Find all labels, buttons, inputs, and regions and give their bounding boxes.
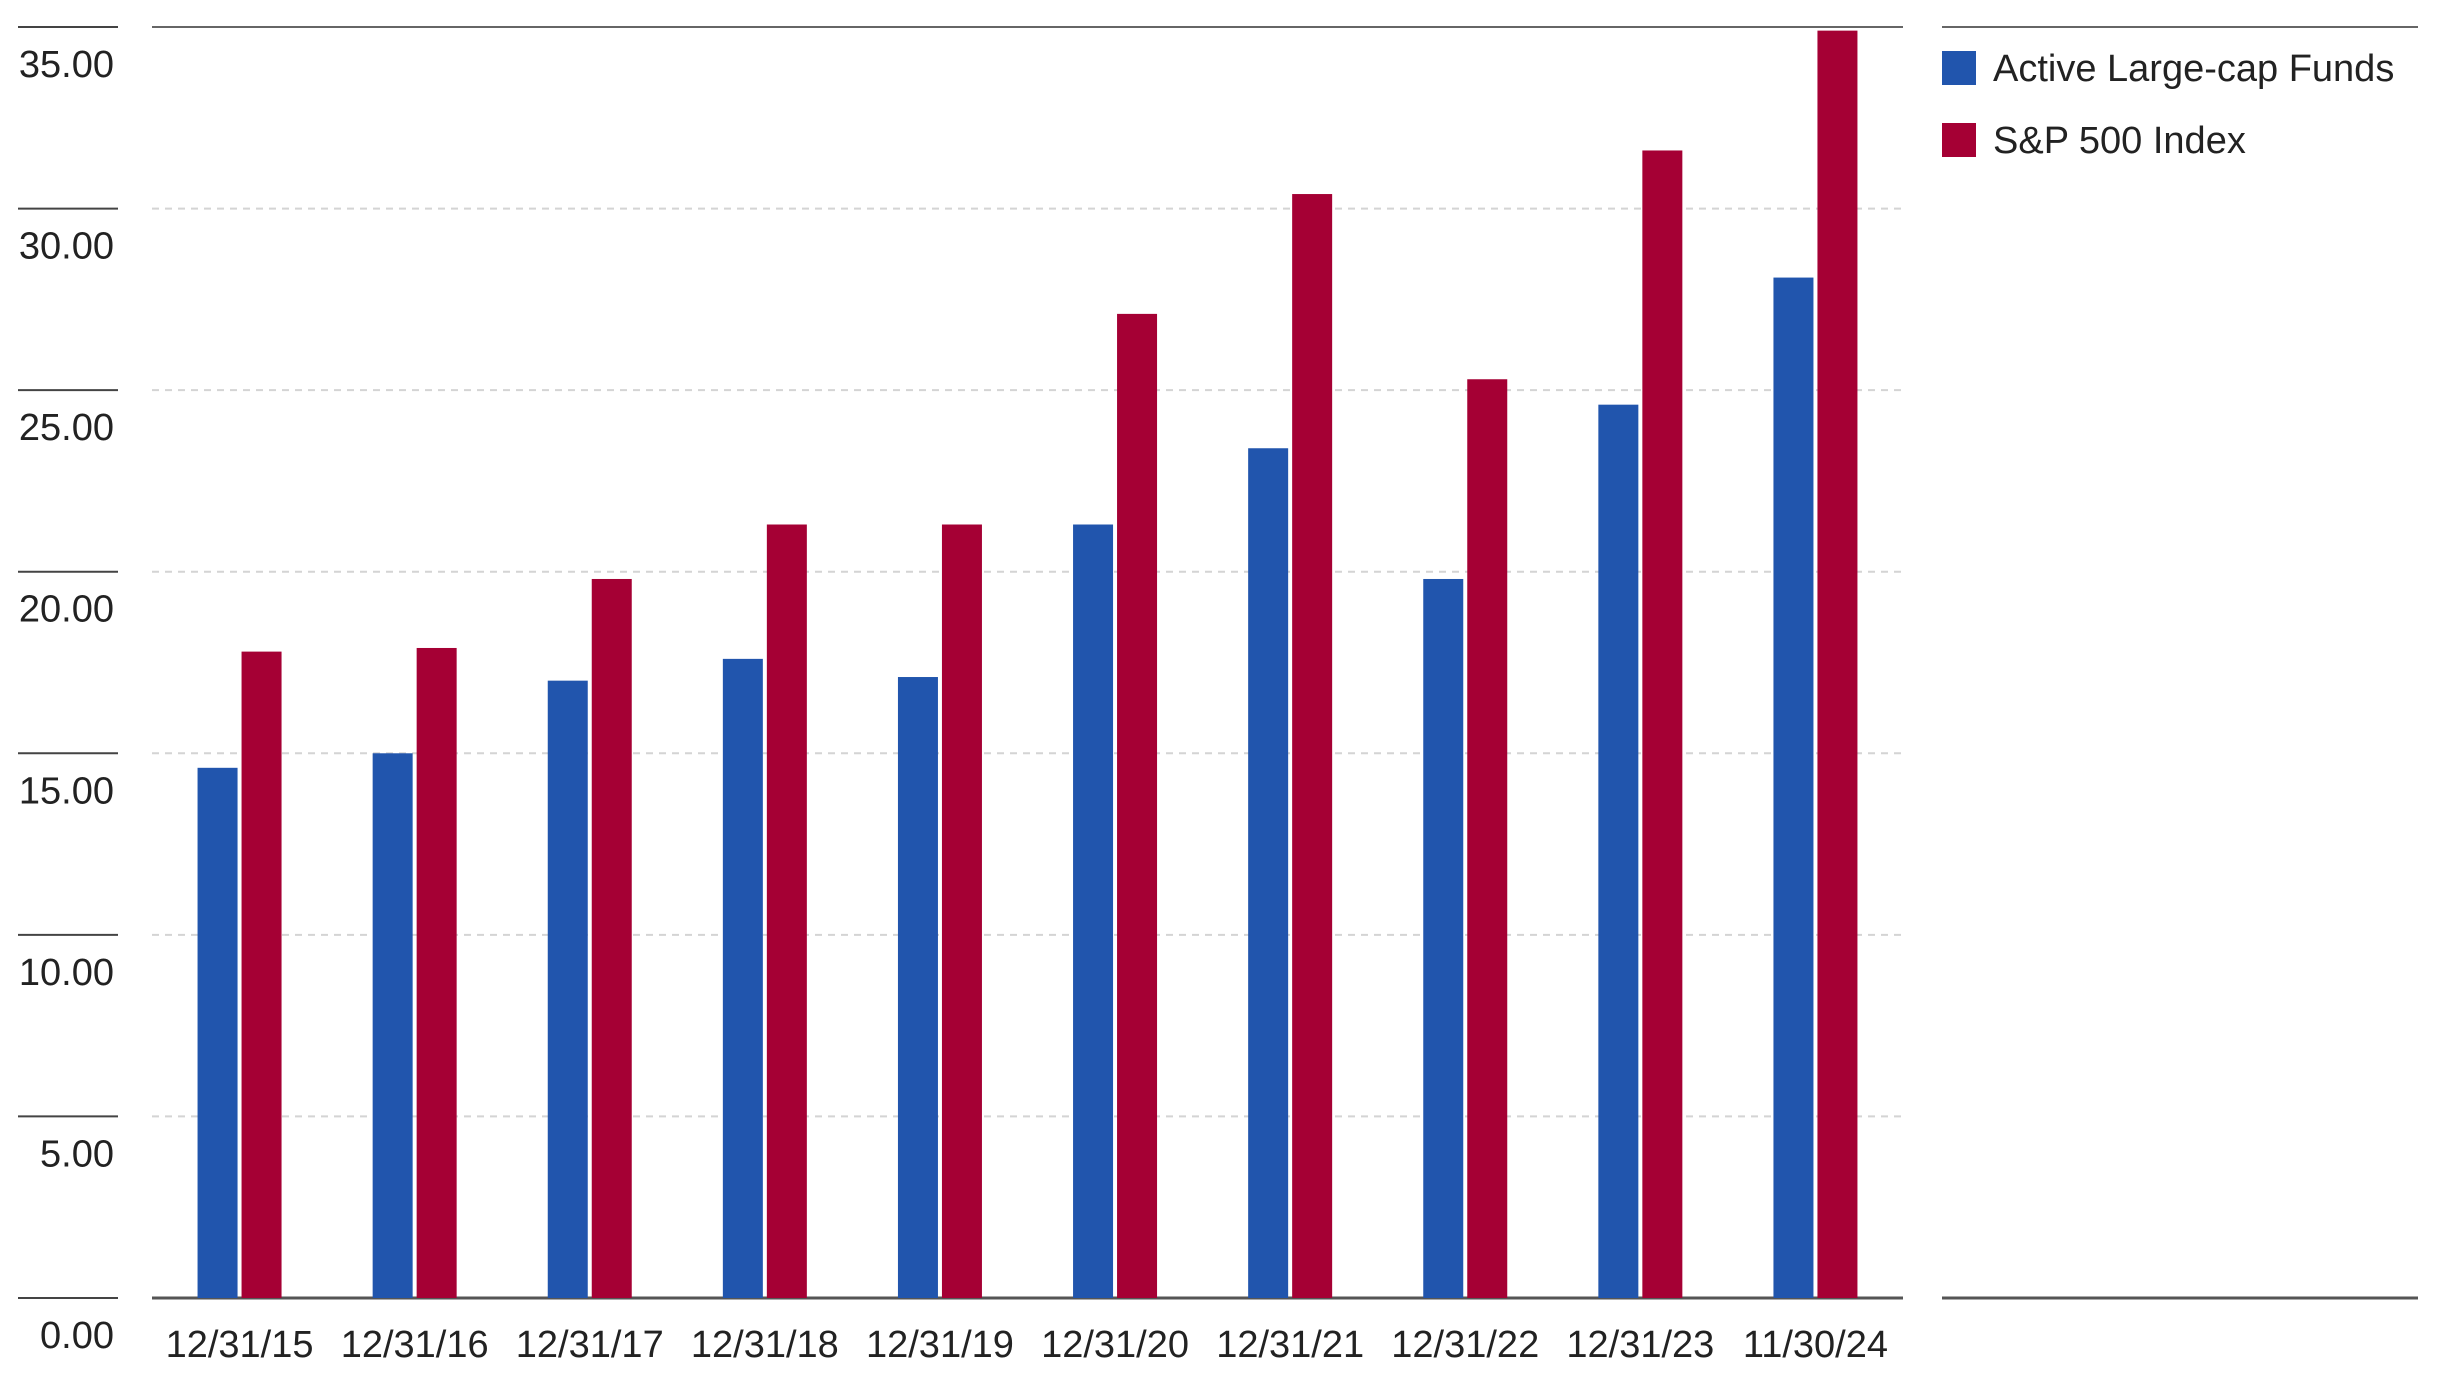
y-tick-label: 0.00	[40, 1315, 114, 1357]
x-tick-label: 12/31/15	[166, 1324, 314, 1366]
bar-active-large-cap-3	[722, 658, 763, 1298]
x-tick-label: 12/31/17	[516, 1324, 664, 1366]
x-axis-tick-labels: 12/31/15 12/31/16 12/31/17 12/31/18 12/31/19…	[166, 1324, 1888, 1366]
bar-active-large-cap-2	[547, 680, 588, 1298]
y-tick-label: 5.00	[40, 1133, 114, 1175]
bars	[197, 30, 1858, 1299]
x-tick-label: 12/31/19	[866, 1324, 1014, 1366]
bar-sp500-2	[591, 578, 632, 1298]
legend-label: Active Large-cap Funds	[1993, 48, 2394, 90]
y-tick-label: 20.00	[19, 589, 114, 631]
x-tick-label: 12/31/18	[691, 1324, 839, 1366]
y-tick-label: 35.00	[19, 44, 114, 86]
legend: Active Large-cap Funds S&P 500 Index	[1942, 26, 2418, 1300]
y-axis-tick-labels: 0.00 5.00 10.00 15.00 20.00 25.00 30.00 35.00	[19, 44, 114, 1357]
x-tick-label: 12/31/22	[1391, 1324, 1539, 1366]
bar-active-large-cap-1	[372, 753, 413, 1298]
x-tick-label: 12/31/23	[1566, 1324, 1714, 1366]
x-tick-label: 11/30/24	[1743, 1324, 1888, 1366]
bar-sp500-0	[241, 651, 282, 1298]
y-tick-label: 15.00	[19, 770, 114, 812]
x-tick-label: 12/31/16	[341, 1324, 489, 1366]
bar-active-large-cap-7	[1423, 578, 1464, 1298]
bar-sp500-8	[1642, 150, 1683, 1299]
bar-sp500-3	[766, 524, 807, 1298]
bar-sp500-9	[1817, 30, 1858, 1298]
bar-sp500-1	[416, 647, 457, 1298]
bar-sp500-4	[941, 524, 982, 1298]
bar-active-large-cap-4	[897, 677, 938, 1298]
legend-swatch	[1942, 51, 1976, 85]
bar-sp500-5	[1117, 313, 1158, 1299]
bar-sp500-7	[1467, 379, 1508, 1299]
bar-active-large-cap-8	[1598, 404, 1639, 1298]
bar-sp500-6	[1292, 194, 1333, 1299]
legend-swatch	[1942, 123, 1976, 157]
y-tick-label: 10.00	[19, 952, 114, 994]
legend-label: S&P 500 Index	[1993, 120, 2246, 162]
bar-active-large-cap-9	[1773, 277, 1814, 1298]
y-tick-label: 25.00	[19, 407, 114, 449]
y-tick-label: 30.00	[19, 226, 114, 268]
x-tick-label: 12/31/21	[1216, 1324, 1364, 1366]
bar-active-large-cap-5	[1073, 524, 1114, 1298]
bar-active-large-cap-6	[1248, 448, 1289, 1298]
x-tick-label: 12/31/20	[1041, 1324, 1189, 1366]
bar-active-large-cap-0	[197, 767, 238, 1298]
